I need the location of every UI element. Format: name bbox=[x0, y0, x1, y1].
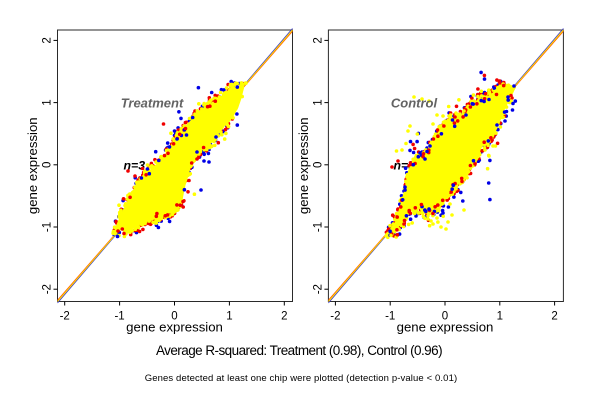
svg-text:-1: -1 bbox=[312, 222, 324, 232]
svg-text:-2: -2 bbox=[312, 284, 324, 294]
svg-text:gene expression: gene expression bbox=[296, 117, 311, 214]
svg-text:-1: -1 bbox=[42, 222, 54, 232]
svg-text:n=3: n=3 bbox=[124, 159, 146, 173]
svg-text:1: 1 bbox=[226, 310, 232, 322]
svg-text:gene expression: gene expression bbox=[126, 320, 223, 335]
svg-text:0: 0 bbox=[171, 310, 177, 322]
svg-text:Average R-squared: Treatment (: Average R-squared: Treatment (0.98), Con… bbox=[156, 343, 442, 358]
svg-text:2: 2 bbox=[42, 37, 54, 43]
svg-text:Genes detected at least one ch: Genes detected at least one chip were pl… bbox=[145, 373, 458, 384]
svg-text:0: 0 bbox=[312, 162, 324, 168]
svg-text:0: 0 bbox=[42, 162, 54, 168]
svg-text:2: 2 bbox=[312, 37, 324, 43]
svg-text:gene expression: gene expression bbox=[25, 117, 40, 214]
svg-text:0: 0 bbox=[442, 310, 448, 322]
svg-text:1: 1 bbox=[497, 310, 503, 322]
svg-text:2: 2 bbox=[281, 310, 287, 322]
svg-text:2: 2 bbox=[551, 310, 557, 322]
svg-text:-2: -2 bbox=[60, 310, 70, 322]
svg-text:Treatment: Treatment bbox=[121, 96, 184, 111]
svg-text:1: 1 bbox=[42, 99, 54, 105]
svg-text:Control: Control bbox=[391, 96, 438, 111]
svg-text:gene expression: gene expression bbox=[397, 320, 494, 335]
svg-text:-1: -1 bbox=[114, 310, 124, 322]
svg-text:-2: -2 bbox=[42, 284, 54, 294]
svg-text:-1: -1 bbox=[385, 310, 395, 322]
svg-text:-2: -2 bbox=[330, 310, 340, 322]
svg-text:1: 1 bbox=[312, 99, 324, 105]
